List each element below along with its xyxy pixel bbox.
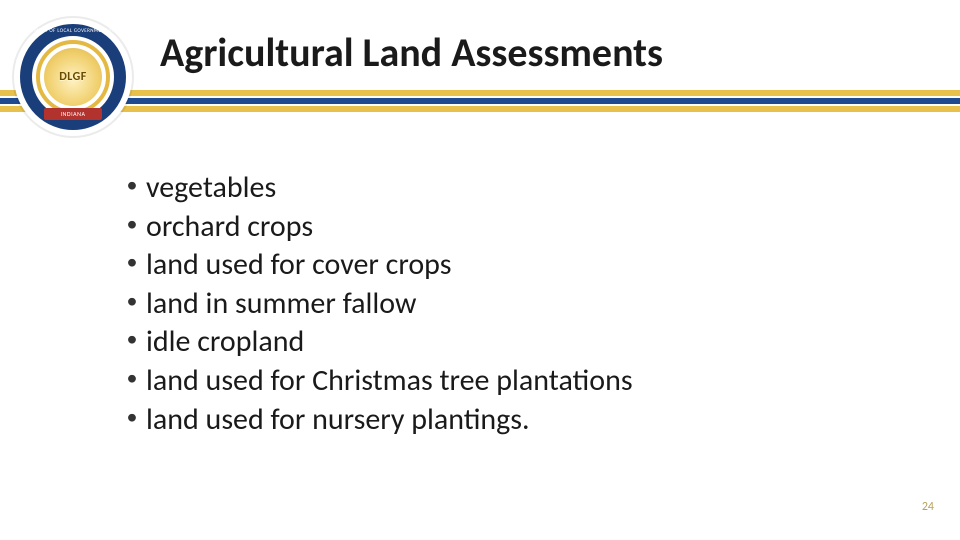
seal-banner-text: INDIANA bbox=[61, 110, 86, 118]
bullet-icon: • bbox=[118, 209, 146, 239]
bullet-text: orchard crops bbox=[146, 209, 313, 246]
bullet-icon: • bbox=[118, 402, 146, 432]
list-item: • land used for nursery plantings. bbox=[118, 402, 898, 439]
slide-title: Agricultural Land Assessments bbox=[160, 28, 663, 77]
bullet-icon: • bbox=[118, 324, 146, 354]
list-item: • orchard crops bbox=[118, 209, 898, 246]
bullet-text: land in summer fallow bbox=[146, 286, 416, 323]
seal-arc-text: DEPARTMENT OF LOCAL GOVERNMENT FINANCE bbox=[16, 28, 130, 34]
page-number: 24 bbox=[922, 500, 934, 514]
agency-seal: DEPARTMENT OF LOCAL GOVERNMENT FINANCE D… bbox=[14, 18, 132, 136]
bullet-icon: • bbox=[118, 286, 146, 316]
seal-acronym: DLGF bbox=[59, 70, 87, 84]
header-stripes bbox=[0, 90, 960, 112]
seal-banner: INDIANA bbox=[44, 108, 102, 120]
bullet-icon: • bbox=[118, 247, 146, 277]
bullet-list: • vegetables • orchard crops • land used… bbox=[118, 170, 898, 440]
list-item: • land used for Christmas tree plantatio… bbox=[118, 363, 898, 400]
list-item: • vegetables bbox=[118, 170, 898, 207]
list-item: • idle cropland bbox=[118, 324, 898, 361]
bullet-text: idle cropland bbox=[146, 324, 304, 361]
seal-inner-disc: DLGF bbox=[44, 48, 102, 106]
list-item: • land in summer fallow bbox=[118, 286, 898, 323]
stripe-3 bbox=[0, 106, 960, 112]
list-item: • land used for cover crops bbox=[118, 247, 898, 284]
bullet-text: vegetables bbox=[146, 170, 276, 207]
bullet-icon: • bbox=[118, 170, 146, 200]
bullet-icon: • bbox=[118, 363, 146, 393]
slide: Agricultural Land Assessments DEPARTMENT… bbox=[0, 0, 960, 540]
bullet-text: land used for nursery plantings. bbox=[146, 402, 530, 439]
bullet-text: land used for Christmas tree plantations bbox=[146, 363, 633, 400]
bullet-text: land used for cover crops bbox=[146, 247, 452, 284]
